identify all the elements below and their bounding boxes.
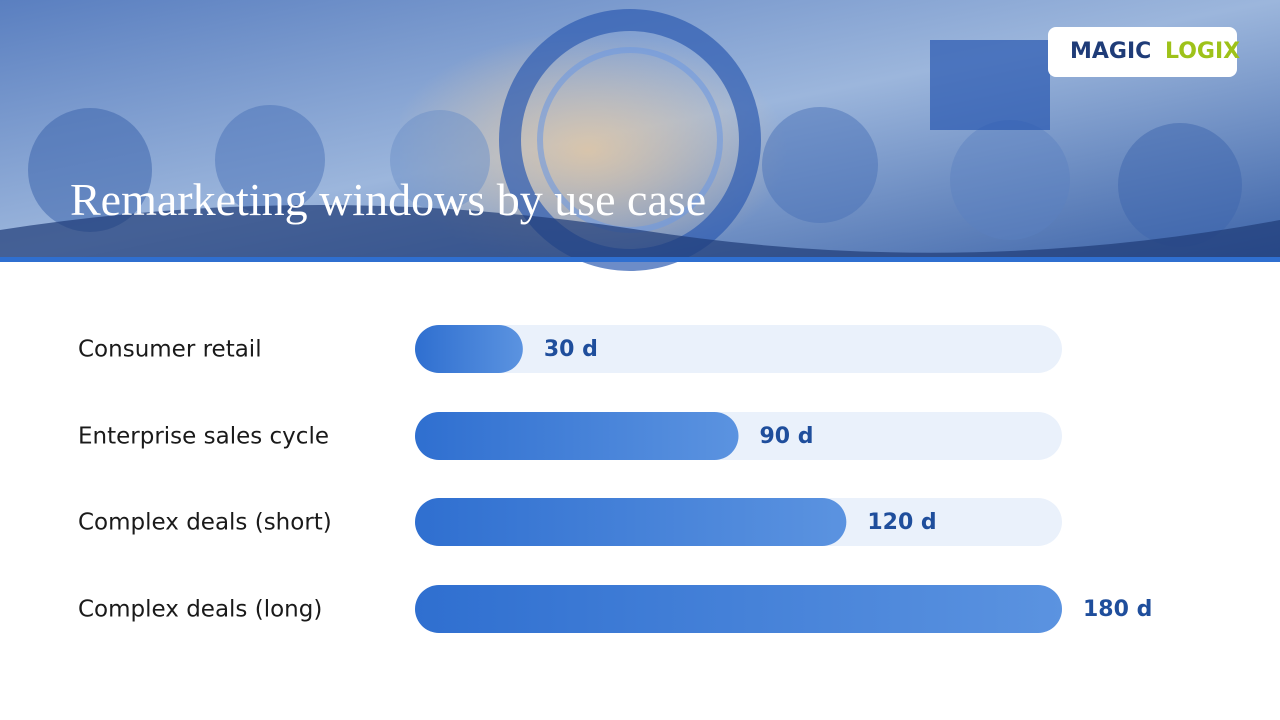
logo-text: LOGIX	[1165, 39, 1240, 64]
bar	[415, 325, 523, 373]
bar	[415, 498, 847, 546]
category-label: Complex deals (short)	[78, 510, 332, 536]
category-label: Consumer retail	[78, 337, 262, 363]
value-label: 120 d	[867, 510, 936, 535]
value-label: 30 d	[544, 337, 598, 362]
bar	[415, 585, 1062, 633]
value-label: 180 d	[1083, 597, 1152, 622]
logo-text: MAGIC	[1070, 39, 1151, 64]
header-banner	[0, 0, 1280, 271]
category-label: Complex deals (long)	[78, 597, 322, 623]
value-label: 90 d	[760, 424, 814, 449]
bar-track	[415, 325, 1062, 373]
bar	[415, 412, 739, 460]
category-label: Enterprise sales cycle	[78, 424, 329, 450]
chart-title: Remarketing windows by use case	[70, 174, 706, 225]
